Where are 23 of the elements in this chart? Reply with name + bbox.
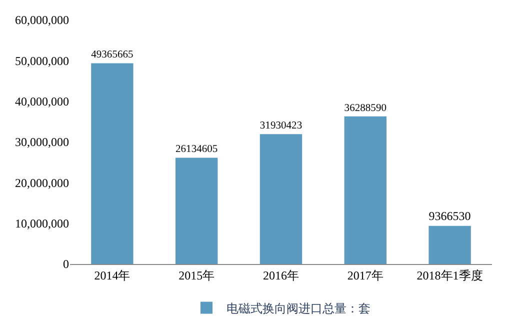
data-label: 36288590 [344,102,386,114]
x-tick-label: 2018年1季度 [416,268,483,282]
y-tick-label: 30,000,000 [15,135,69,150]
y-tick-label: 20,000,000 [15,176,69,190]
bar [91,63,134,264]
x-tick-label: 2014年 [94,268,130,282]
x-tick-label: 2015年 [178,268,215,282]
data-label: 49365665 [91,50,134,61]
y-tick-label: 0 [63,257,69,272]
x-tick-label: 2017年 [347,268,384,282]
data-label: 26134605 [176,144,218,156]
y-tick-label: 40,000,000 [15,94,69,109]
x-tick-label: 2016年 [263,268,299,282]
bar [344,116,386,264]
data-label: 9366530 [428,208,471,223]
legend-label: 电磁式换向阀进口总量：套 [226,301,370,316]
data-label: 31930423 [260,120,302,132]
bar [176,158,218,264]
bar [428,226,471,264]
y-tick-label: 50,000,000 [15,54,69,68]
bar [260,134,302,264]
y-tick-label: 10,000,000 [15,216,69,231]
y-tick-label: 60,000,000 [15,13,69,28]
